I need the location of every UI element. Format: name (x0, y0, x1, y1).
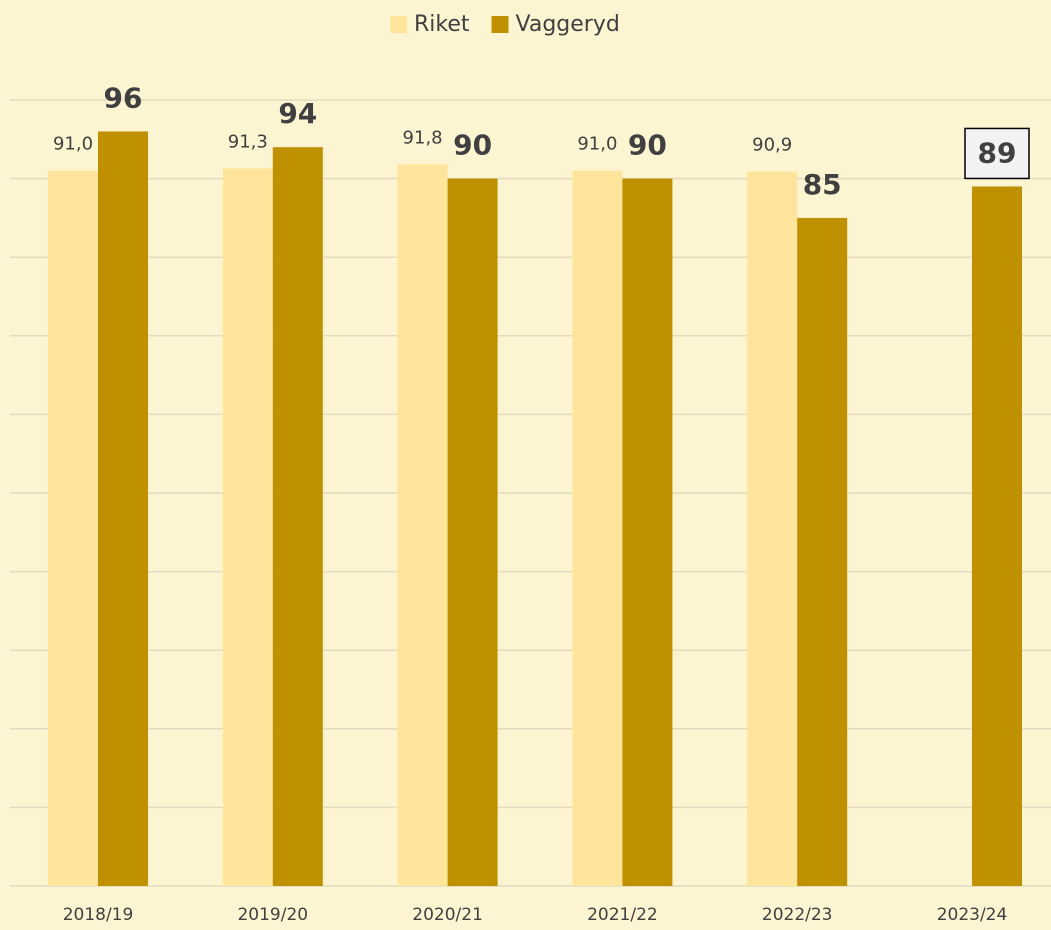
bar (747, 171, 798, 886)
data-label: 96 (104, 81, 143, 114)
bar (48, 170, 98, 887)
bar (797, 217, 848, 886)
data-label: 94 (278, 97, 317, 130)
data-label: 91,3 (228, 131, 268, 152)
data-label: 91,0 (53, 134, 93, 155)
x-tick-label: 2019/20 (237, 905, 308, 925)
legend-swatch (491, 16, 509, 33)
data-label: 91,0 (577, 134, 617, 155)
legend-label: Vaggeryd (516, 12, 620, 37)
x-tick-label: 2022/23 (762, 905, 833, 925)
data-label: 91,8 (403, 127, 443, 148)
x-tick-label: 2023/24 (937, 905, 1008, 925)
x-tick-label: 2021/22 (587, 905, 658, 925)
bar (397, 164, 448, 886)
legend-label: Riket (414, 12, 470, 37)
data-label: 89 (978, 136, 1017, 169)
data-label: 90 (453, 129, 492, 162)
data-label: 85 (803, 168, 842, 201)
legend-swatch (390, 16, 407, 33)
label-box (964, 127, 1030, 180)
x-tick-label: 2020/21 (412, 905, 483, 925)
x-tick-label: 2018/19 (63, 905, 134, 925)
data-label: 90 (628, 129, 667, 162)
bar (272, 147, 323, 886)
bar (622, 178, 673, 887)
bar (972, 186, 1022, 886)
bar (222, 168, 273, 886)
bar (447, 178, 498, 887)
bar (572, 170, 623, 887)
data-label: 90,9 (752, 135, 792, 156)
bar (98, 131, 148, 886)
